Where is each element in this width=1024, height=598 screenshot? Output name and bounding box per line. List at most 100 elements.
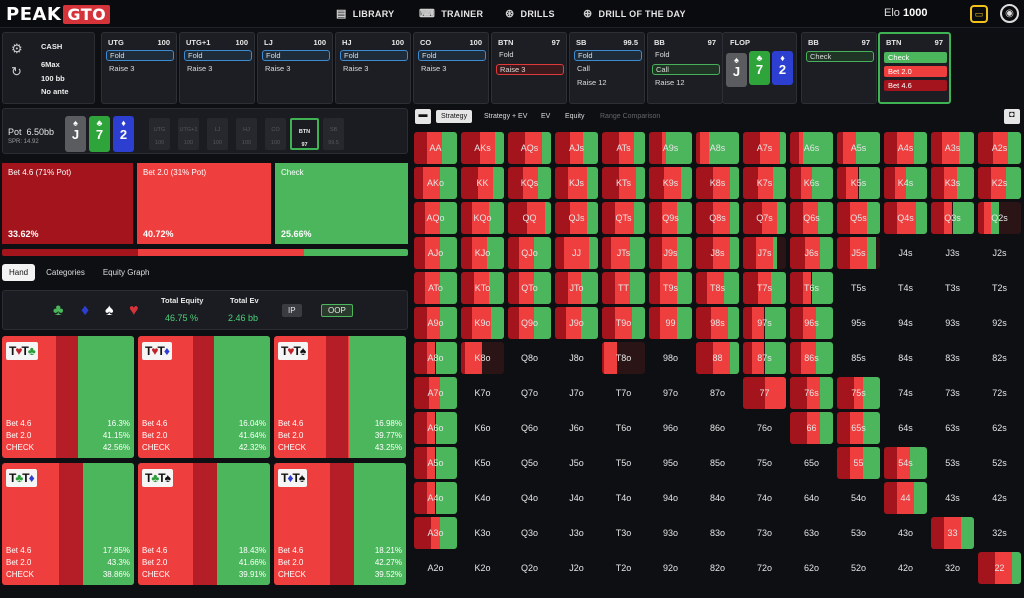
range-cell-k3s[interactable]: K3s bbox=[931, 167, 974, 199]
range-cell-q7o[interactable]: Q7o bbox=[508, 377, 551, 409]
tab-hand[interactable]: Hand bbox=[2, 263, 36, 281]
range-cell-a9o[interactable]: A9o bbox=[414, 307, 457, 339]
range-cell-t5s[interactable]: T5s bbox=[837, 272, 880, 304]
range-cell-kjs[interactable]: KJs bbox=[555, 167, 598, 199]
seat-lj[interactable]: LJ 100 bbox=[207, 118, 228, 150]
range-cell-tt[interactable]: TT bbox=[602, 272, 645, 304]
range-cell-k5s[interactable]: K5s bbox=[837, 167, 880, 199]
spade-filter-icon[interactable]: ♠ bbox=[105, 302, 114, 319]
range-cell-97s[interactable]: 97s bbox=[743, 307, 786, 339]
refresh-icon[interactable]: ↻ bbox=[11, 64, 22, 79]
hand-combo-card[interactable]: T♣T♦ Bet 4.6 17.85% Bet 2.0 43.3% CHECK 38.… bbox=[2, 463, 134, 585]
range-cell-ajs[interactable]: AJs bbox=[555, 132, 598, 164]
range-cell-t2s[interactable]: T2s bbox=[978, 272, 1021, 304]
range-cell-qq[interactable]: QQ bbox=[508, 202, 551, 234]
tab-equity[interactable]: Equity bbox=[565, 113, 585, 120]
range-cell-j9o[interactable]: J9o bbox=[555, 307, 598, 339]
position-action-option[interactable]: Raise 12 bbox=[577, 78, 607, 87]
range-cell-94o[interactable]: 94o bbox=[649, 482, 692, 514]
range-cell-k8o[interactable]: K8o bbox=[461, 342, 504, 374]
range-cell-q8s[interactable]: Q8s bbox=[696, 202, 739, 234]
bb-flop-panel[interactable]: BB 97 Check bbox=[801, 32, 877, 104]
range-cell-86o[interactable]: 86o bbox=[696, 412, 739, 444]
position-action-option[interactable]: Fold bbox=[184, 50, 252, 61]
range-cell-j6o[interactable]: J6o bbox=[555, 412, 598, 444]
range-cell-q3s[interactable]: Q3s bbox=[931, 202, 974, 234]
range-cell-a8o[interactable]: A8o bbox=[414, 342, 457, 374]
range-cell-k9s[interactable]: K9s bbox=[649, 167, 692, 199]
range-cell-t8o[interactable]: T8o bbox=[602, 342, 645, 374]
range-cell-77[interactable]: 77 bbox=[743, 377, 786, 409]
hand-combo-card[interactable]: T♥T♦ Bet 4.6 16.04% Bet 2.0 41.64% CHECK 42… bbox=[138, 336, 270, 458]
range-cell-a2o[interactable]: A2o bbox=[414, 552, 457, 584]
seat-utgplus1[interactable]: UTG+1 100 bbox=[178, 118, 199, 150]
range-cell-k5o[interactable]: K5o bbox=[461, 447, 504, 479]
position-panel-btn[interactable]: BTN 97 Fold Raise 3 bbox=[491, 32, 567, 104]
range-cell-t7s[interactable]: T7s bbox=[743, 272, 786, 304]
range-cell-33[interactable]: 33 bbox=[931, 517, 974, 549]
range-cell-63s[interactable]: 63s bbox=[931, 412, 974, 444]
position-panel-bb[interactable]: BB 97 Fold Call Raise 12 bbox=[647, 32, 723, 104]
position-panel-hj[interactable]: HJ 100 Fold Raise 3 bbox=[335, 32, 411, 104]
bb-check-option[interactable]: Check bbox=[806, 51, 874, 62]
range-cell-j9s[interactable]: J9s bbox=[649, 237, 692, 269]
range-cell-a5s[interactable]: A5s bbox=[837, 132, 880, 164]
range-cell-93o[interactable]: 93o bbox=[649, 517, 692, 549]
logo[interactable]: PEAK GTO bbox=[6, 3, 111, 25]
range-cell-92s[interactable]: 92s bbox=[978, 307, 1021, 339]
range-cell-aks[interactable]: AKs bbox=[461, 132, 504, 164]
range-cell-j4o[interactable]: J4o bbox=[555, 482, 598, 514]
gear-icon[interactable]: ⚙ bbox=[11, 41, 23, 56]
range-cell-q9s[interactable]: Q9s bbox=[649, 202, 692, 234]
range-cell-t6o[interactable]: T6o bbox=[602, 412, 645, 444]
position-action-option[interactable]: Fold bbox=[574, 50, 642, 61]
range-cell-kto[interactable]: KTo bbox=[461, 272, 504, 304]
range-cell-76s[interactable]: 76s bbox=[790, 377, 833, 409]
hand-combo-card[interactable]: T♦T♠ Bet 4.6 18.21% Bet 2.0 42.27% CHECK 39… bbox=[274, 463, 406, 585]
range-cell-k6s[interactable]: K6s bbox=[790, 167, 833, 199]
range-cell-q7s[interactable]: Q7s bbox=[743, 202, 786, 234]
chat-icon[interactable]: ▭ bbox=[970, 5, 988, 23]
range-cell-j8o[interactable]: J8o bbox=[555, 342, 598, 374]
range-cell-qto[interactable]: QTo bbox=[508, 272, 551, 304]
position-action-option[interactable]: Raise 3 bbox=[265, 64, 291, 73]
range-cell-a2s[interactable]: A2s bbox=[978, 132, 1021, 164]
range-cell-87s[interactable]: 87s bbox=[743, 342, 786, 374]
range-cell-53s[interactable]: 53s bbox=[931, 447, 974, 479]
range-cell-64o[interactable]: 64o bbox=[790, 482, 833, 514]
range-cell-t2o[interactable]: T2o bbox=[602, 552, 645, 584]
ip-toggle[interactable]: IP bbox=[282, 304, 302, 317]
range-cell-ato[interactable]: ATo bbox=[414, 272, 457, 304]
range-cell-99[interactable]: 99 bbox=[649, 307, 692, 339]
range-cell-86s[interactable]: 86s bbox=[790, 342, 833, 374]
diamond-filter-icon[interactable]: ♦ bbox=[81, 302, 90, 319]
range-cell-q2o[interactable]: Q2o bbox=[508, 552, 551, 584]
range-cell-76o[interactable]: 76o bbox=[743, 412, 786, 444]
position-action-option[interactable]: Raise 3 bbox=[187, 64, 213, 73]
range-cell-88[interactable]: 88 bbox=[696, 342, 739, 374]
user-icon[interactable]: ◉ bbox=[1000, 4, 1019, 23]
nav-drill-of-the-day[interactable]: ⊕ DRILL OF THE DAY bbox=[583, 7, 686, 20]
nav-trainer[interactable]: ⌨ TRAINER bbox=[419, 7, 483, 20]
range-cell-k2s[interactable]: K2s bbox=[978, 167, 1021, 199]
range-cell-82o[interactable]: 82o bbox=[696, 552, 739, 584]
range-cell-kts[interactable]: KTs bbox=[602, 167, 645, 199]
range-cell-52s[interactable]: 52s bbox=[978, 447, 1021, 479]
range-cell-t4o[interactable]: T4o bbox=[602, 482, 645, 514]
club-filter-icon[interactable]: ♣ bbox=[53, 302, 64, 319]
range-cell-93s[interactable]: 93s bbox=[931, 307, 974, 339]
range-cell-82s[interactable]: 82s bbox=[978, 342, 1021, 374]
range-cell-j7o[interactable]: J7o bbox=[555, 377, 598, 409]
range-cell-32s[interactable]: 32s bbox=[978, 517, 1021, 549]
range-cell-95s[interactable]: 95s bbox=[837, 307, 880, 339]
range-cell-k2o[interactable]: K2o bbox=[461, 552, 504, 584]
nav-library[interactable]: ▤ LIBRARY bbox=[336, 7, 394, 20]
range-cell-t4s[interactable]: T4s bbox=[884, 272, 927, 304]
range-cell-73o[interactable]: 73o bbox=[743, 517, 786, 549]
range-cell-95o[interactable]: 95o bbox=[649, 447, 692, 479]
range-cell-qjo[interactable]: QJo bbox=[508, 237, 551, 269]
range-cell-a6s[interactable]: A6s bbox=[790, 132, 833, 164]
range-cell-j6s[interactable]: J6s bbox=[790, 237, 833, 269]
range-cell-a8s[interactable]: A8s bbox=[696, 132, 739, 164]
range-cell-t6s[interactable]: T6s bbox=[790, 272, 833, 304]
